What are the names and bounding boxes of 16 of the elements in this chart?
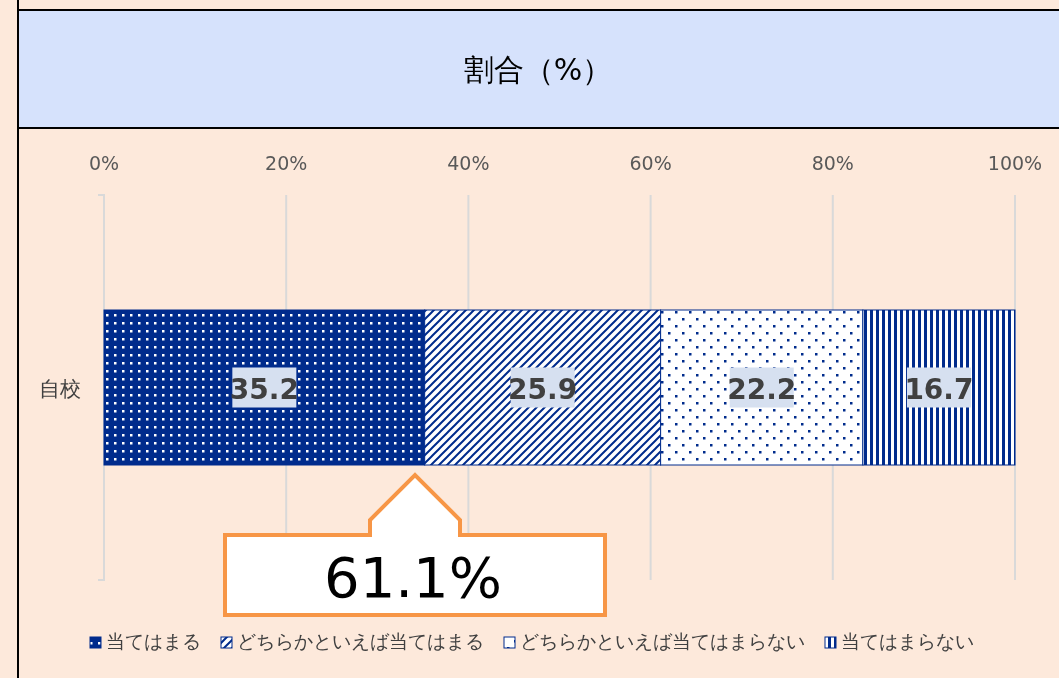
legend-label: どちらかといえば当てはまる [237, 630, 484, 652]
data-label: 22.2 [727, 372, 797, 406]
data-label: 16.7 [904, 372, 974, 406]
x-tick-label: 20% [265, 152, 308, 174]
x-tick-label: 40% [447, 152, 490, 174]
legend-label: 当てはまる [106, 630, 201, 652]
legend-label: どちらかといえば当てはまらない [520, 630, 805, 652]
data-label: 25.9 [508, 372, 578, 406]
x-tick-label: 100% [987, 152, 1043, 174]
x-tick-label: 0% [88, 152, 120, 174]
x-tick-label: 80% [811, 152, 854, 174]
legend-label: 当てはまらない [841, 630, 974, 652]
y-tick-label: 自校 [39, 376, 81, 401]
text: 61.1% [324, 545, 502, 610]
chart-title: 割合（%） [463, 52, 613, 87]
x-tick-label: 60% [629, 152, 672, 174]
